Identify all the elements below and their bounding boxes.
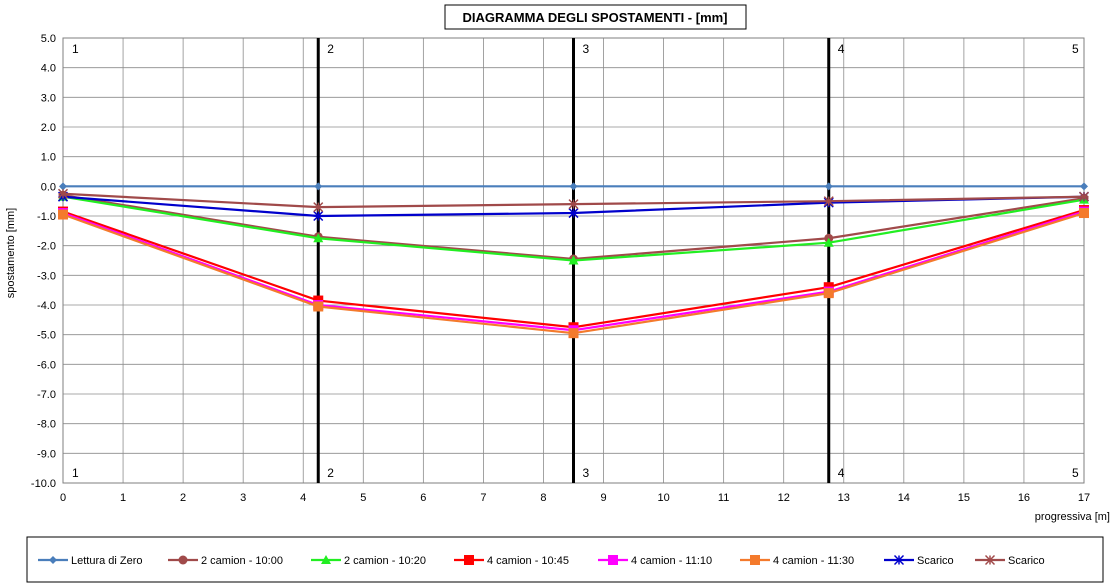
y-tick-label: -3.0 [37, 270, 56, 282]
legend-swatch-marker [49, 556, 57, 564]
x-tick-label: 5 [360, 492, 366, 504]
x-tick-label: 10 [657, 492, 669, 504]
x-tick-label: 13 [838, 492, 850, 504]
legend-entry-label: 4 camion - 11:10 [631, 555, 712, 567]
legend-swatch-marker [984, 554, 996, 566]
legend-box [26, 536, 1104, 583]
legend-entry-label: Scarico [917, 555, 954, 567]
legend-swatch-marker [464, 555, 474, 565]
legend-swatch-marker [178, 555, 188, 565]
x-tick-label: 9 [600, 492, 606, 504]
y-tick-label: 0.0 [41, 181, 56, 193]
data-point [568, 255, 579, 265]
x-tick-label: 16 [1018, 492, 1030, 504]
y-tick-label: -7.0 [37, 389, 56, 401]
x-tick-label: 17 [1078, 492, 1090, 504]
legend: Lettura di Zero 2 camion - 10:00 2 camion … [38, 554, 1045, 567]
legend-entry-label: 4 camion - 11:30 [773, 555, 854, 567]
y-tick-label: 1.0 [41, 152, 56, 164]
legend-swatch-marker [750, 555, 760, 565]
data-point [823, 196, 834, 207]
legend-entry-label: Lettura di Zero [71, 555, 143, 567]
y-tick-label: -8.0 [37, 419, 56, 431]
x-axis-label: progressiva [m] [1035, 511, 1110, 523]
x-tick-label: 14 [898, 492, 910, 504]
y-tick-label: -1.0 [37, 211, 56, 223]
y-tick-label: 5.0 [41, 33, 56, 45]
legend-swatch-marker [608, 555, 618, 565]
data-point [58, 209, 68, 220]
legend-entry-label: 4 camion - 10:45 [487, 555, 569, 567]
x-tick-label: 0 [60, 492, 66, 504]
legend-swatch-marker [893, 554, 905, 566]
y-axis-label: spostamento [mm] [5, 208, 17, 298]
legend-swatch-marker [321, 555, 331, 564]
x-tick-label: 6 [420, 492, 426, 504]
x-tick-label: 11 [718, 492, 729, 504]
section-label-top: 4 [838, 42, 845, 56]
data-point [313, 202, 324, 213]
x-tick-label: 4 [300, 492, 306, 504]
section-label-top: 3 [583, 42, 590, 56]
x-tick-label: 15 [958, 492, 970, 504]
data-point [57, 188, 69, 199]
x-tick-label: 3 [240, 492, 246, 504]
data-point [1080, 182, 1088, 191]
y-tick-label: 3.0 [41, 92, 56, 104]
data-point [313, 210, 324, 222]
x-tick-label: 7 [480, 492, 486, 504]
x-tick-label: 8 [540, 492, 546, 504]
data-point [569, 182, 578, 191]
plot-area: 0 1 2 3 4 5 6 7 8 9 10 11 12 13 14 15 16 175.04.03.02.01.… [31, 33, 1090, 504]
data-point [1078, 191, 1090, 202]
data-point [313, 233, 324, 243]
y-tick-label: -9.0 [37, 448, 56, 460]
section-label-bottom: 3 [583, 466, 590, 480]
data-point [823, 237, 834, 247]
legend-entry-label: 2 camion - 10:20 [344, 555, 426, 567]
y-tick-label: 4.0 [41, 63, 56, 75]
y-tick-label: -5.0 [37, 330, 56, 342]
data-point [568, 208, 579, 219]
data-point [568, 328, 579, 339]
data-point [313, 301, 324, 312]
data-point [568, 199, 579, 210]
data-point [59, 182, 67, 191]
section-label-bottom: 1 [72, 466, 79, 480]
data-point [314, 182, 323, 191]
legend-entry-label: 2 camion - 10:00 [201, 555, 283, 567]
y-tick-label: -10.0 [31, 478, 56, 490]
section-label-top: 1 [72, 42, 79, 56]
title-box [444, 4, 747, 30]
y-tick-label: -4.0 [37, 300, 56, 312]
y-tick-label: 2.0 [41, 122, 56, 134]
data-point [1079, 208, 1089, 219]
section-label-bottom: 4 [838, 466, 845, 480]
y-tick-label: -6.0 [37, 359, 56, 371]
x-tick-label: 1 [120, 492, 126, 504]
data-point [824, 182, 833, 191]
data-point [823, 288, 834, 299]
chart-title: DIAGRAMMA DEGLI SPOSTAMENTI - [mm] [462, 10, 727, 25]
legend-entry-label: Scarico [1008, 555, 1045, 567]
section-label-bottom: 5 [1072, 466, 1079, 480]
section-label-top: 5 [1072, 42, 1079, 56]
x-tick-label: 2 [180, 492, 186, 504]
y-tick-label: -2.0 [37, 241, 56, 253]
x-tick-label: 12 [778, 492, 790, 504]
section-label-bottom: 2 [327, 466, 334, 480]
section-label-top: 2 [327, 42, 334, 56]
